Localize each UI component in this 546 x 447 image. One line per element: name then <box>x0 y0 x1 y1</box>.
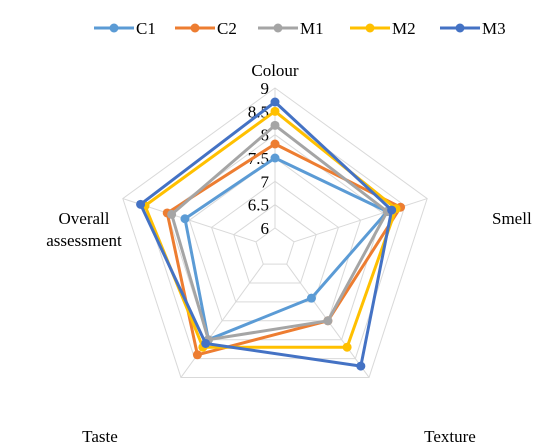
legend-label: C1 <box>136 19 156 38</box>
tick-label: 6 <box>261 219 270 238</box>
legend: C1 C2 M1 M2 M3 <box>94 19 506 38</box>
legend-marker <box>365 23 375 33</box>
data-point <box>270 106 280 116</box>
legend-item-m1: M1 <box>258 19 324 38</box>
series-group <box>136 97 406 371</box>
axis-labels: Colour Smell Texture Taste Overall assessment <box>46 61 532 446</box>
data-point <box>270 97 280 107</box>
legend-label: M2 <box>392 19 416 38</box>
series-line <box>139 100 394 368</box>
data-point <box>387 205 397 215</box>
series-line <box>143 109 398 349</box>
data-point <box>270 120 280 130</box>
data-point <box>342 342 352 352</box>
grid-ring <box>233 204 317 284</box>
tick-label: 9 <box>261 79 270 98</box>
grid-ring <box>188 157 362 322</box>
data-point <box>180 214 190 224</box>
series-m3 <box>136 97 397 371</box>
legend-item-m2: M2 <box>350 19 416 38</box>
legend-marker <box>109 23 119 33</box>
spoke-line <box>180 263 264 378</box>
tick-label: 7.5 <box>248 149 269 168</box>
tick-label: 8.5 <box>248 102 269 121</box>
axis-label: Overall assessment <box>46 209 122 250</box>
grid-ring <box>211 180 339 303</box>
tick-label: 6.5 <box>248 196 269 215</box>
axis-label: Texture <box>424 427 476 446</box>
legend-item-c2: C2 <box>175 19 237 38</box>
tick-label: 7 <box>261 172 270 191</box>
legend-marker <box>273 23 283 33</box>
axis-label: Taste <box>82 427 118 446</box>
data-point <box>136 199 146 209</box>
axis-label: Colour <box>251 61 299 80</box>
legend-marker <box>190 23 200 33</box>
data-point <box>201 338 211 348</box>
data-point <box>167 209 177 219</box>
grid-ring <box>255 227 295 265</box>
legend-label: M3 <box>482 19 506 38</box>
legend-item-m3: M3 <box>440 19 506 38</box>
series-line <box>170 123 389 342</box>
legend-item-c1: C1 <box>94 19 156 38</box>
axis-label: Smell <box>492 209 532 228</box>
spoke-line <box>293 198 428 243</box>
data-point <box>270 139 280 149</box>
grid-ring <box>122 87 428 378</box>
data-point <box>323 316 333 326</box>
data-point <box>192 350 202 360</box>
legend-label: C2 <box>217 19 237 38</box>
data-point <box>306 293 316 303</box>
data-point <box>270 153 280 163</box>
series-line <box>183 156 389 342</box>
legend-label: M1 <box>300 19 324 38</box>
data-point <box>356 361 366 371</box>
legend-marker <box>455 23 465 33</box>
